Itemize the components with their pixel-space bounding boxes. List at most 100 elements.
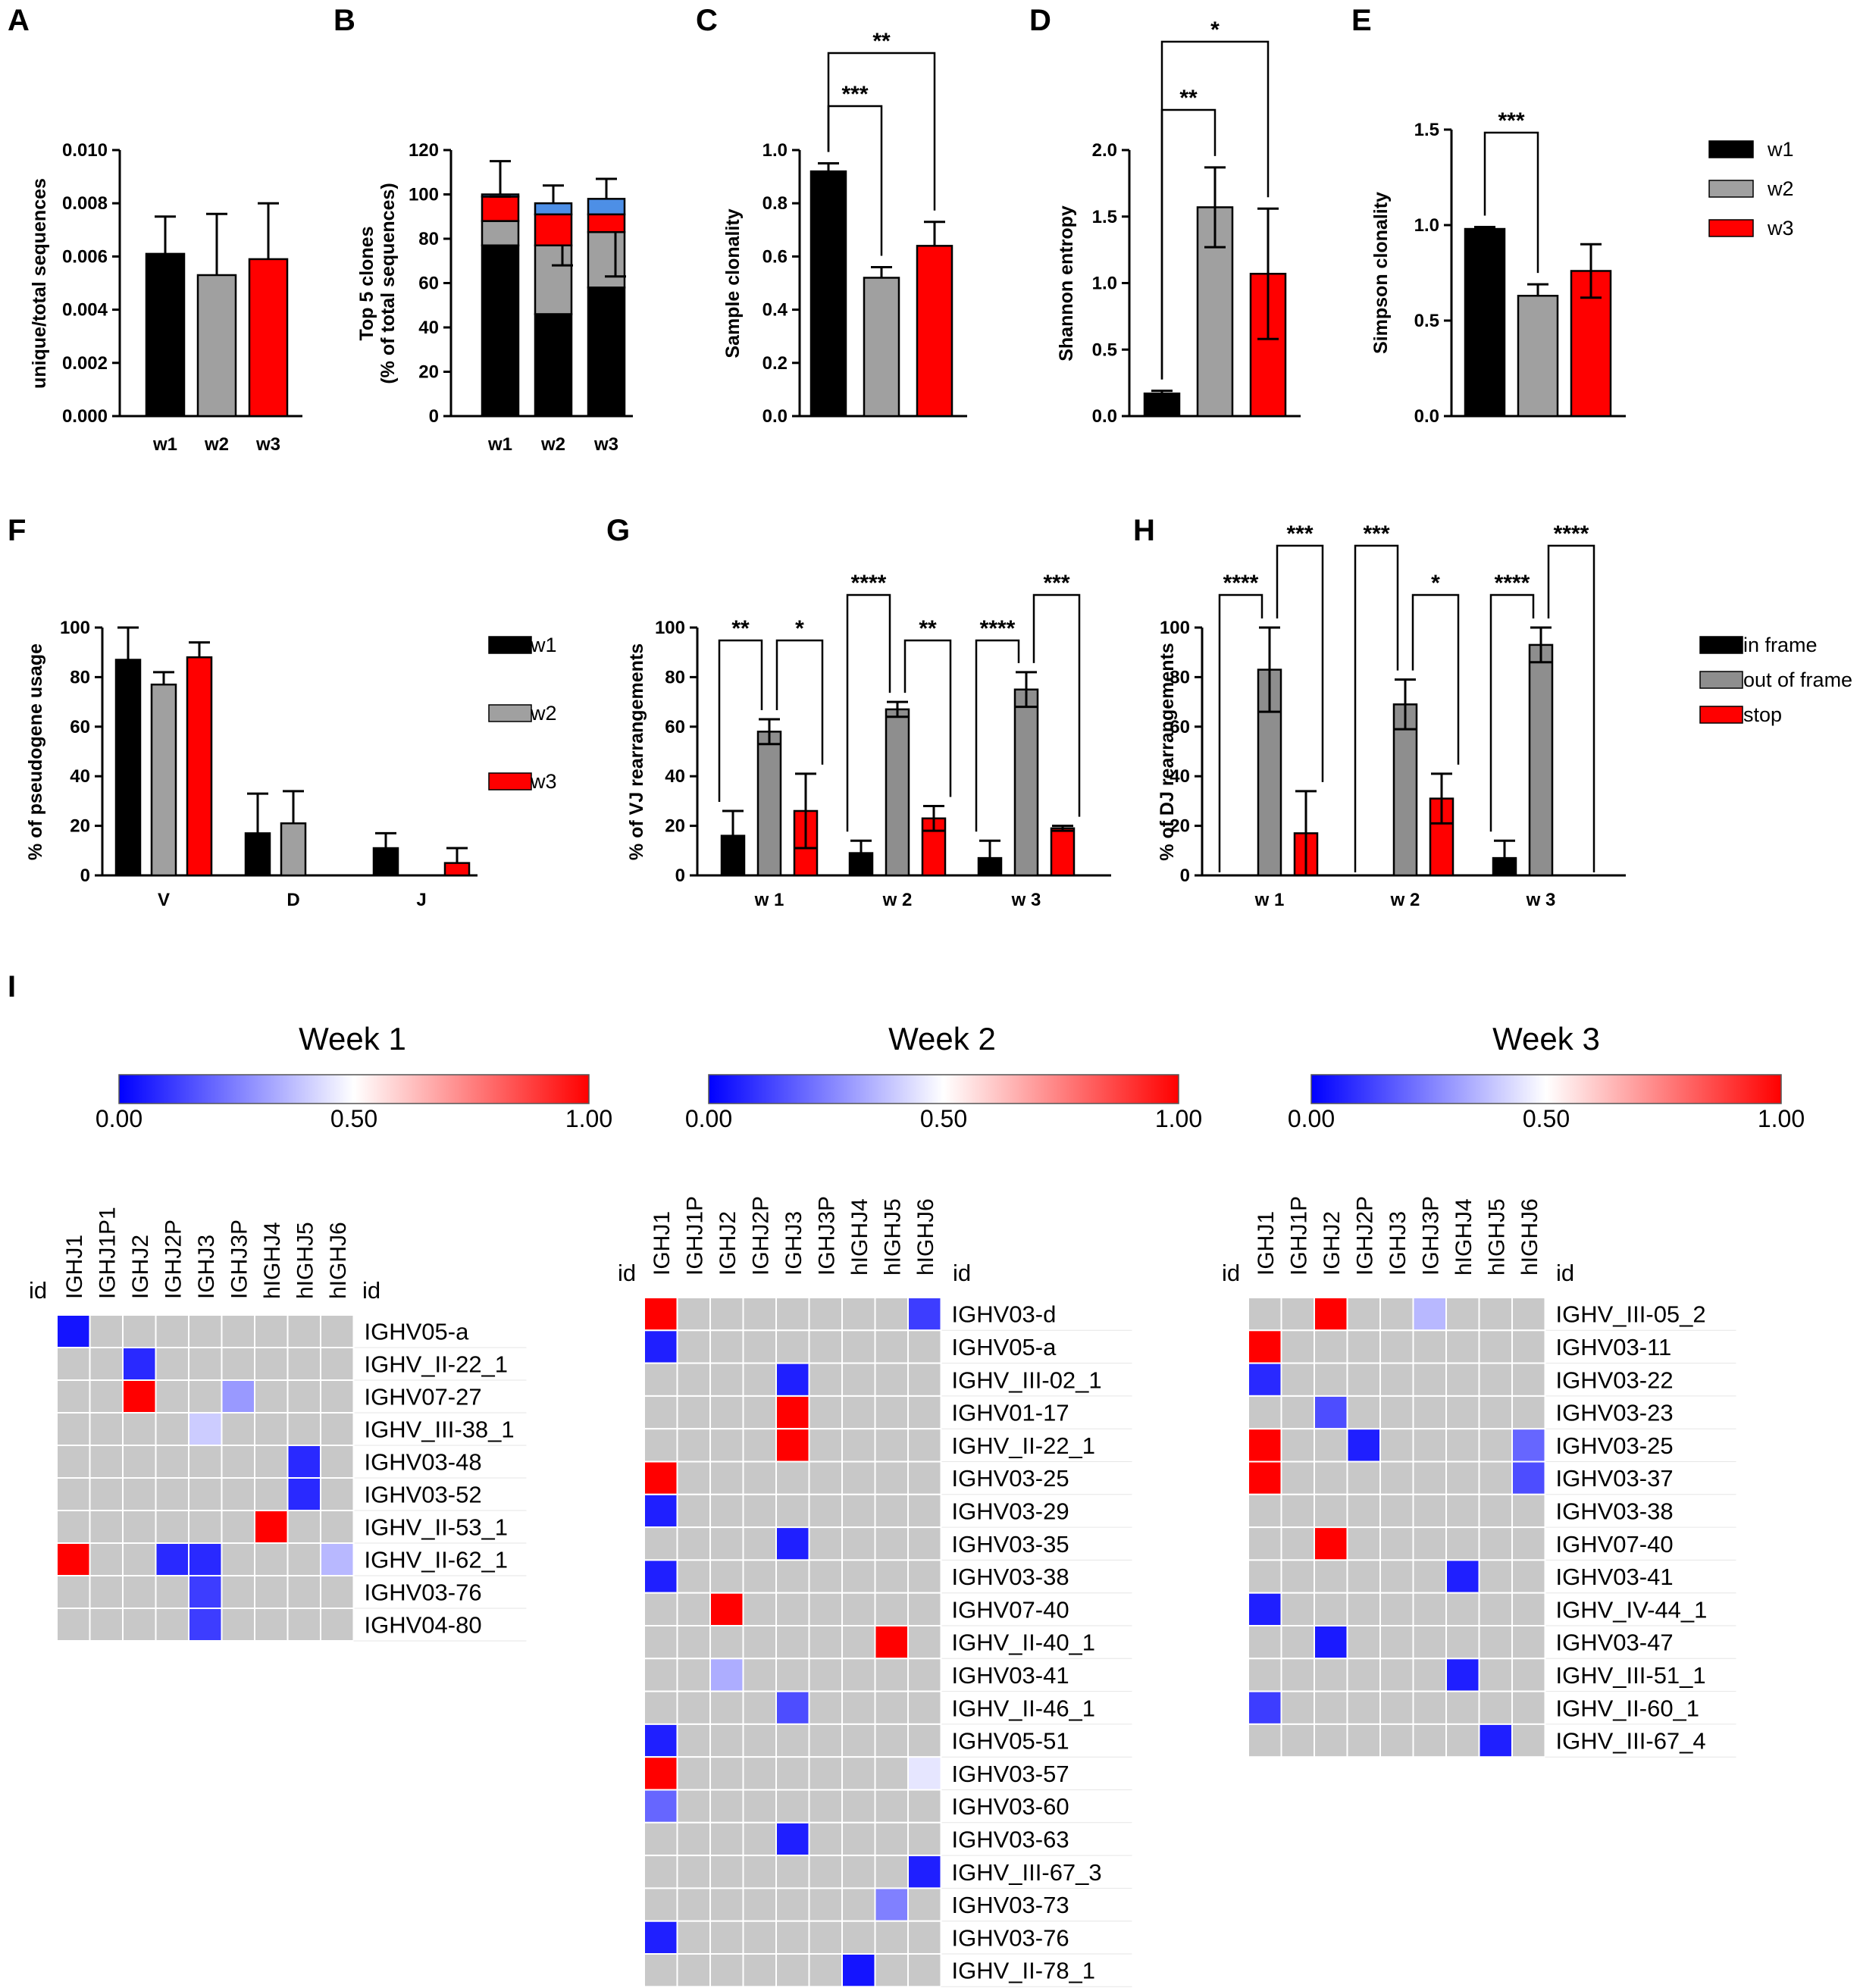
y-tick-label-G: 60 xyxy=(665,717,685,737)
heatmap-cell-empty xyxy=(907,1723,942,1758)
heatmap-col-label-I3: IGHJ3 xyxy=(1386,1211,1411,1276)
heatmap-cell-I2-20-6 xyxy=(841,1953,876,1988)
y-tick-label-G: 100 xyxy=(655,618,685,638)
heatmap-cell-empty xyxy=(254,1608,289,1642)
heatmap-cell-empty xyxy=(676,1625,711,1660)
heatmap-cell-empty xyxy=(808,1658,843,1692)
legend-swatch-w2 xyxy=(1708,180,1754,198)
y-tick-label-B: 40 xyxy=(418,318,439,338)
heatmap-cell-empty xyxy=(907,1493,942,1529)
significance-H-5-label: **** xyxy=(1554,521,1589,546)
heatmap-cell-empty xyxy=(1412,1559,1447,1594)
heatmap-cell-empty xyxy=(907,1953,942,1988)
y-tick-label-H: 80 xyxy=(1170,667,1190,687)
heatmap-title-I1: Week 1 xyxy=(299,1021,406,1057)
heatmap-cell-empty xyxy=(1248,1297,1282,1332)
heatmap-cell-I3-4-8 xyxy=(1511,1428,1546,1463)
y-tick-label-E: 1.5 xyxy=(1414,120,1439,140)
heatmap-cell-empty xyxy=(709,1756,744,1791)
heatmap-cell-empty xyxy=(775,1953,810,1988)
significance-H-0 xyxy=(1218,593,1263,872)
y-tick-label-A: 0.010 xyxy=(62,140,108,161)
heatmap-cell-empty xyxy=(709,1887,744,1922)
heatmap-row-label-I3: IGHV03-38 xyxy=(1556,1498,1674,1524)
heatmap-cell-empty xyxy=(254,1575,289,1609)
heatmap-cell-I3-3-2 xyxy=(1314,1395,1348,1430)
y-tick-label-G: 80 xyxy=(665,667,685,687)
heatmap-cell-empty xyxy=(643,1592,678,1626)
colorbar-tick-I2: 0.50 xyxy=(920,1105,967,1132)
heatmap-cell-I2-16-4 xyxy=(775,1821,810,1857)
heatmap-cell-empty xyxy=(874,1493,909,1529)
heatmap-cell-empty xyxy=(1280,1625,1315,1660)
significance-C-1-label: ** xyxy=(872,29,891,54)
heatmap-cell-empty xyxy=(1314,1493,1348,1529)
heatmap-cell-empty xyxy=(676,1559,711,1594)
bar-segment-B-w2-3 xyxy=(534,213,573,247)
heatmap-row-label-I1: IGHV_III-38_1 xyxy=(365,1417,515,1443)
heatmap-cell-empty xyxy=(742,1658,777,1692)
heatmap-cell-empty xyxy=(709,1690,744,1725)
heatmap-col-label-I2: hIGHJ4 xyxy=(847,1198,872,1276)
heatmap-cell-empty xyxy=(676,1460,711,1495)
heatmap-cell-empty xyxy=(221,1445,255,1479)
heatmap-cell-empty xyxy=(907,1658,942,1692)
heatmap-cell-empty xyxy=(907,1395,942,1430)
heatmap-cell-I2-14-0 xyxy=(643,1756,678,1791)
heatmap-col-label-I2: IGHJ2 xyxy=(716,1211,741,1276)
heatmap-cell-empty xyxy=(643,1428,678,1463)
heatmap-cell-empty xyxy=(56,1510,91,1544)
heatmap-cell-empty xyxy=(709,1329,744,1364)
heatmap-cell-empty xyxy=(1478,1329,1513,1364)
heatmap-cell-empty xyxy=(1445,1362,1480,1397)
heatmap-col-label-I2: IGHJ2P xyxy=(748,1196,773,1276)
heatmap-cell-empty xyxy=(808,1756,843,1791)
heatmap-cell-empty xyxy=(808,1460,843,1495)
significance-G-2-label: **** xyxy=(851,571,887,596)
heatmap-cell-empty xyxy=(287,1314,321,1348)
heatmap-cell-empty xyxy=(122,1542,157,1576)
heatmap-col-label-I3: hIGHJ5 xyxy=(1484,1198,1509,1276)
y-tick-label-H: 20 xyxy=(1170,816,1190,837)
heatmap-cell-empty xyxy=(742,1789,777,1824)
y-tick-label-G: 40 xyxy=(665,766,685,787)
x-tick-label-G: w 1 xyxy=(754,890,784,910)
heatmap-cell-I1-6-6 xyxy=(254,1510,289,1544)
heatmap-cell-empty xyxy=(1248,1658,1282,1692)
heatmap-id-label-row-I1: id xyxy=(362,1277,380,1304)
heatmap-cell-I2-11-2 xyxy=(709,1658,744,1692)
heatmap-row-label-I2: IGHV05-a xyxy=(952,1334,1057,1360)
bar-G-w 1-out of frame xyxy=(756,731,782,877)
heatmap-cell-empty xyxy=(1280,1723,1315,1758)
heatmap-cell-empty xyxy=(742,1428,777,1463)
significance-H-5 xyxy=(1547,544,1595,872)
heatmap-row-label-I1: IGHV03-76 xyxy=(365,1579,482,1606)
heatmap-row-label-I1: IGHV_II-62_1 xyxy=(365,1547,509,1573)
y-tick-label-B: 100 xyxy=(409,185,439,205)
heatmap-cell-empty xyxy=(188,1445,223,1479)
heatmap-cell-empty xyxy=(254,1412,289,1446)
heatmap-cell-empty xyxy=(1346,1559,1381,1594)
heatmap-cell-I2-17-8 xyxy=(907,1855,942,1889)
heatmap-cell-empty xyxy=(1379,1625,1414,1660)
heatmap-id-label-row-I3: id xyxy=(1556,1260,1574,1286)
legend-swatch-w3 xyxy=(1708,219,1754,237)
heatmap-cell-empty xyxy=(1346,1297,1381,1332)
heatmap-cell-I2-2-4 xyxy=(775,1362,810,1397)
heatmap-row-label-I3: IGHV03-22 xyxy=(1556,1367,1674,1393)
heatmap-cell-empty xyxy=(287,1542,321,1576)
bar-F-D-w2 xyxy=(280,822,307,877)
heatmap-cell-empty xyxy=(808,1297,843,1332)
heatmap-cell-empty xyxy=(709,1625,744,1660)
heatmap-cell-empty xyxy=(155,1412,189,1446)
heatmap-cell-empty xyxy=(1346,1690,1381,1725)
heatmap-row-label-I2: IGHV03-57 xyxy=(952,1761,1069,1787)
bar-G-w 3-stop xyxy=(1050,827,1076,877)
colorbar-tick-I1: 1.00 xyxy=(565,1105,612,1132)
heatmap-title-I2: Week 2 xyxy=(888,1021,996,1057)
heatmap-cell-empty xyxy=(89,1510,124,1544)
bar-F-D-w1 xyxy=(244,832,271,877)
heatmap-cell-empty xyxy=(808,1526,843,1561)
legend-frame-swatch-2 xyxy=(1699,706,1743,724)
